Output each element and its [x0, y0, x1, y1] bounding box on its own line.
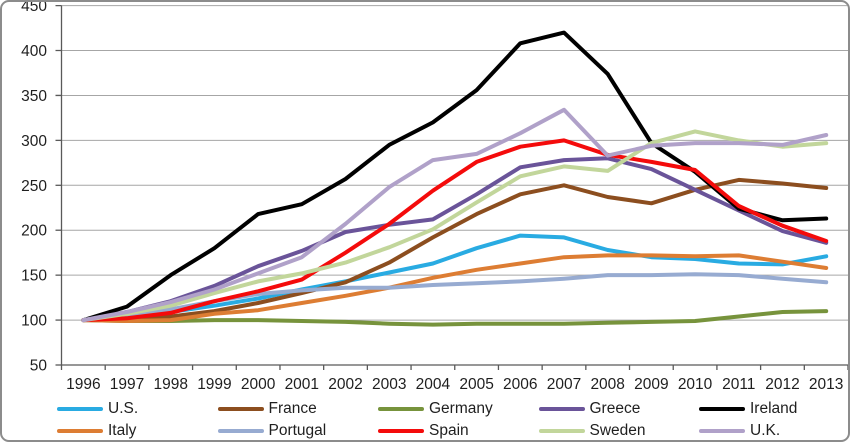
x-axis-tick-label: 2011: [722, 376, 755, 393]
legend-label: Spain: [429, 422, 469, 439]
series-line-germany: [81, 309, 829, 327]
y-axis-tick-label: 300: [21, 133, 47, 150]
series-line-us: [81, 233, 829, 323]
x-axis-tick-label: 2010: [678, 376, 713, 393]
x-axis-tick-label: 1999: [197, 376, 231, 393]
legend-swatch-icon: [538, 428, 585, 434]
x-axis-tick-label: 1998: [153, 376, 187, 393]
legend-swatch-icon: [217, 428, 264, 434]
legend-item-portugal: Portugal: [217, 421, 327, 440]
x-axis-tick-label: 2007: [547, 376, 581, 393]
series-line-uk: [81, 107, 829, 323]
legend-item-greece: Greece: [538, 399, 641, 419]
legend-label: Greece: [589, 400, 641, 417]
legend-item-italy: Italy: [57, 421, 137, 440]
series-line-france: [81, 177, 829, 323]
y-axis-tick-label: 100: [21, 313, 47, 330]
y-axis-tick-label: 400: [21, 43, 47, 60]
legend-label: U.S.: [108, 400, 139, 417]
x-axis-tick-label: 2012: [765, 376, 799, 393]
legend-label: U.K.: [750, 422, 781, 439]
legend-item-france: France: [217, 399, 317, 419]
x-axis-tick-label: 2003: [372, 376, 406, 393]
legend-swatch-icon: [217, 406, 264, 412]
y-axis-tick-label: 250: [21, 178, 47, 195]
x-axis-tick-label: 2000: [241, 376, 276, 393]
x-axis-tick-label: 2009: [634, 376, 668, 393]
legend-label: Portugal: [268, 422, 327, 439]
x-axis-tick-label: 2001: [285, 376, 319, 393]
x-axis-tick-label: 2004: [416, 376, 451, 393]
legend-swatch-icon: [699, 406, 745, 412]
legend-label: Italy: [108, 422, 137, 439]
legend-label: Ireland: [750, 400, 798, 417]
x-axis-tick-label: 2002: [328, 376, 362, 393]
legend-item-uk: U.K.: [699, 421, 781, 440]
legend-swatch-icon: [378, 406, 424, 412]
legend-item-sweden: Sweden: [538, 421, 646, 440]
legend-item-spain: Spain: [378, 421, 469, 440]
legend-label: Sweden: [589, 422, 646, 439]
x-axis-tick-label: 1997: [110, 376, 144, 393]
legend-label: Germany: [429, 400, 493, 417]
legend-swatch-icon: [378, 428, 424, 434]
legend-item-ireland: Ireland: [699, 399, 797, 419]
y-axis-tick-label: 150: [21, 268, 47, 285]
legend-swatch-icon: [57, 428, 103, 434]
x-axis-tick-label: 2013: [809, 376, 843, 393]
y-axis-tick-label: 200: [21, 223, 47, 240]
series-line-greece: [81, 156, 829, 323]
x-axis-tick-label: 2008: [590, 376, 624, 393]
series-line-sweden: [81, 129, 829, 323]
x-axis-tick-label: 1996: [66, 376, 100, 393]
chart-legend: U.S. France Germany Greece Ireland Italy Portu…: [57, 399, 847, 440]
series-line-spain: [81, 138, 829, 323]
y-axis-tick-label: 450: [21, 2, 47, 15]
legend-label: France: [268, 400, 317, 417]
legend-item-germany: Germany: [378, 399, 493, 419]
series-line-italy: [81, 253, 829, 323]
y-axis-tick-label: 350: [21, 88, 47, 105]
legend-item-us: U.S.: [57, 399, 138, 419]
legend-swatch-icon: [57, 406, 103, 412]
x-axis-tick-label: 2006: [503, 376, 537, 393]
x-axis-tick-label: 2005: [459, 376, 493, 393]
legend-swatch-icon: [538, 406, 585, 412]
y-axis-tick-label: 50: [30, 358, 48, 375]
legend-swatch-icon: [699, 428, 745, 434]
